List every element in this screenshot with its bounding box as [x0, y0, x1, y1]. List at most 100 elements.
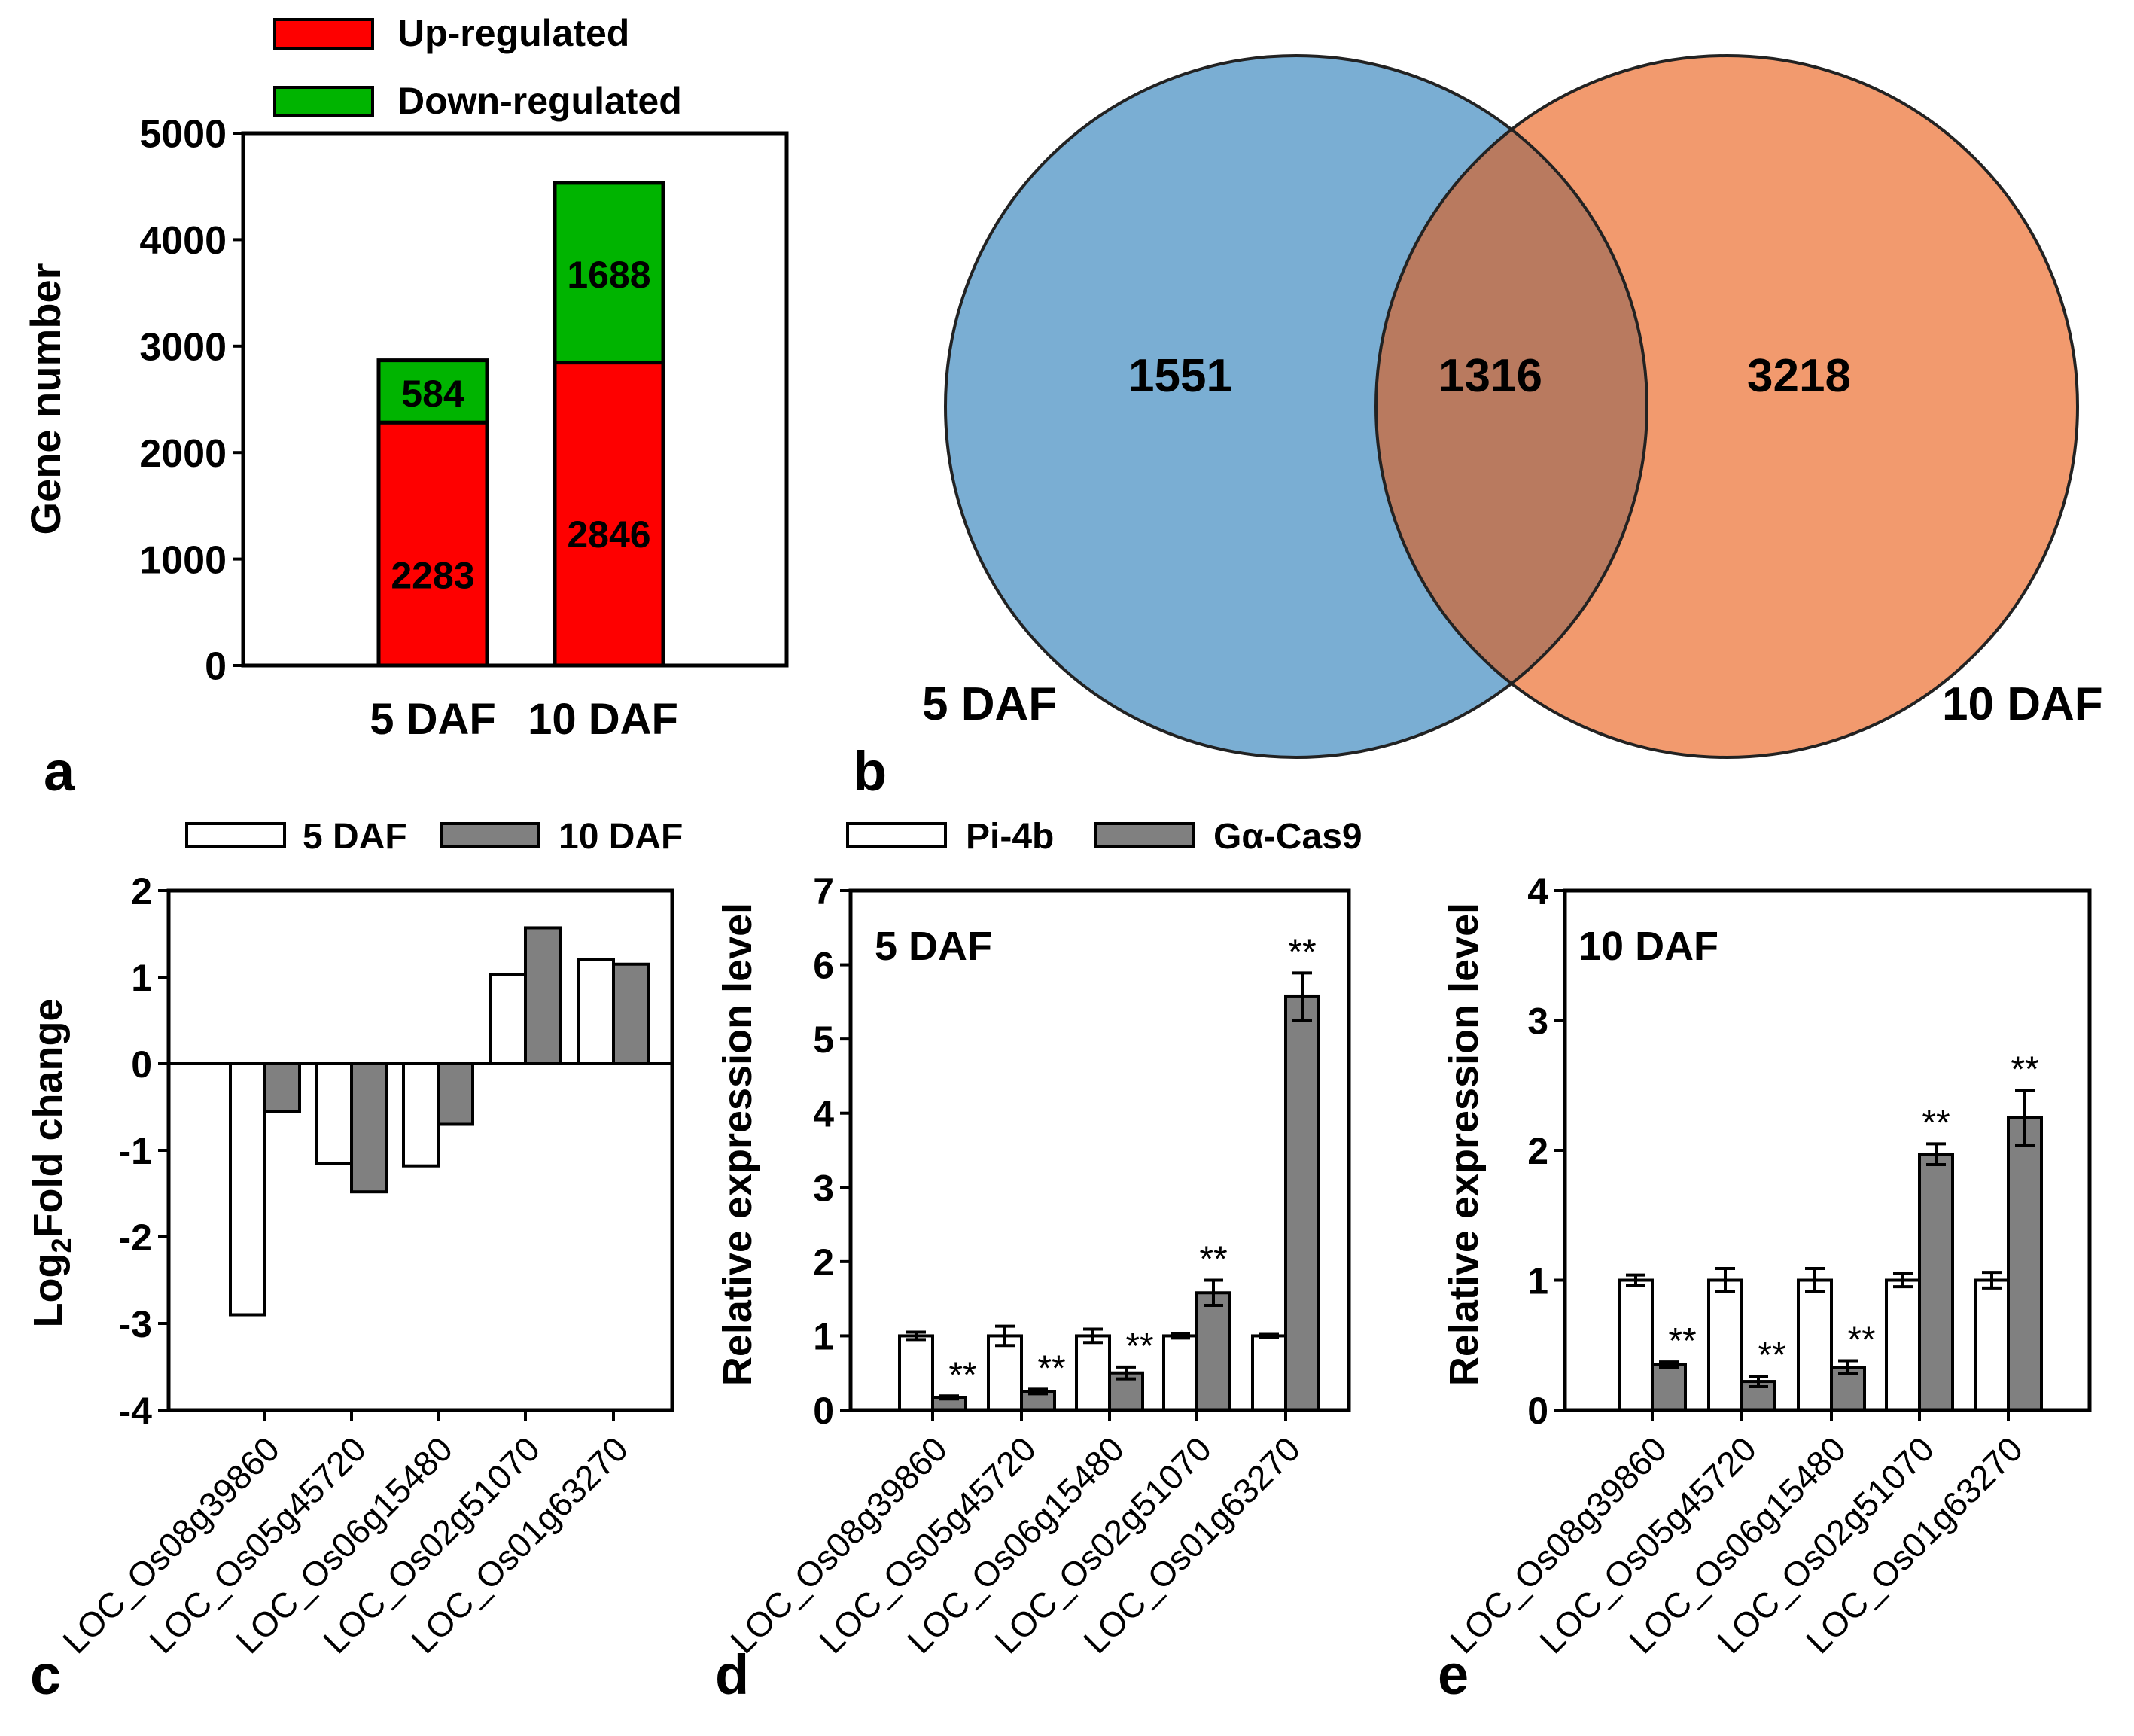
c-bar-s0-2: [402, 1062, 440, 1168]
panel-d-bars: ** ** ** ** **: [898, 932, 1320, 1412]
panel-a-axes: 5 DAF 10 DAF 0 1000 2000 3000 4000 5000: [139, 113, 789, 744]
venn-count-5daf-only: 1551: [1128, 350, 1232, 402]
panel-e-ytick-label: 3: [1527, 1000, 1548, 1043]
panel-c-bars: [229, 926, 650, 1317]
panel-d-ytick-label: 6: [813, 945, 834, 987]
panel-d-ytick-label: 2: [813, 1241, 834, 1284]
d-bar-s0-3: [1162, 1334, 1198, 1412]
panel-c-plot-frame: [166, 888, 674, 1412]
legend-label-5daf: 5 DAF: [303, 817, 407, 857]
significance-marker: **: [1668, 1321, 1696, 1361]
panel-c-ytick-label: 2: [131, 870, 152, 912]
panel-label-c: c: [30, 1643, 61, 1706]
e-bar-s0-4: [1974, 1278, 2010, 1412]
c-bar-s1-4: [612, 962, 650, 1065]
panel-label-b: b: [853, 740, 887, 803]
venn-overlap-region: [1376, 56, 1647, 757]
bar-up-0: [376, 420, 489, 668]
panel-a-ytick-label: 0: [205, 645, 227, 689]
xtick-label: 5 DAF: [370, 695, 496, 744]
panel-e-bars: ** ** ** ** **: [1618, 1050, 2043, 1412]
bar-data-label: 2283: [391, 554, 474, 596]
panel-d-ytick-label: 1: [813, 1315, 834, 1357]
significance-marker: **: [2011, 1050, 2038, 1090]
e-bar-s0-3: [1885, 1278, 1921, 1412]
panel-d-annotation: 5 DAF: [875, 924, 992, 969]
bar-up-1: [553, 361, 665, 668]
panel-a-ytick-label: 2000: [139, 432, 227, 476]
legend-label-pi4b: Pi-4b: [966, 817, 1054, 857]
panel-d-ylabel: Relative expression level: [715, 903, 760, 1386]
bar-data-label: 584: [401, 373, 464, 415]
bar-down-0: [376, 358, 489, 425]
c-bar-s0-4: [577, 958, 615, 1065]
significance-marker: **: [1199, 1240, 1227, 1280]
e-bar-s1-0: [1651, 1363, 1687, 1412]
legend-label-10daf: 10 DAF: [559, 817, 683, 857]
e-bar-s1-4: [2007, 1116, 2043, 1412]
panel-a-bars: 2283 584 2846 1688: [376, 181, 665, 668]
panel-e-plot-frame: [1563, 888, 2092, 1412]
venn-count-overlap: 1316: [1438, 350, 1542, 402]
panel-c-ytick-label: 0: [131, 1043, 152, 1086]
significance-marker: **: [1922, 1103, 1950, 1143]
significance-marker: **: [1125, 1326, 1153, 1366]
legend-swatch-10daf: [440, 822, 540, 848]
panel-e-ytick-label: 4: [1527, 870, 1548, 912]
panel-e-ytick-label: 2: [1527, 1130, 1548, 1172]
panel-d-axes: LOC_Os08g39860LOC_Os05g45720LOC_Os06g154…: [723, 870, 1351, 1661]
panel-e-annotation: 10 DAF: [1578, 924, 1718, 969]
legend-swatch-pi4b: [846, 822, 947, 848]
panel-c-ytick-label: -3: [119, 1303, 152, 1345]
panel-e-ytick-label: 0: [1527, 1390, 1548, 1432]
bar-data-label: 2846: [567, 513, 650, 556]
venn-label-5daf: 5 DAF: [922, 678, 1057, 730]
legend-label-up: Up-regulated: [397, 12, 629, 54]
panel-e-ylabel: Relative expression level: [1441, 903, 1487, 1386]
venn-label-10daf: 10 DAF: [1942, 678, 2103, 730]
legend-swatch-5daf: [185, 822, 286, 848]
panel-label-e: e: [1438, 1643, 1469, 1706]
panel-d-expression-chart: Pi-4b Gα-Cas9 ** ******** LOC_Os08g39860L…: [715, 817, 1362, 1706]
panel-c-ytick-label: -2: [119, 1217, 152, 1259]
legend-swatch-up: [273, 18, 374, 50]
panel-a-ylabel: Gene number: [22, 263, 69, 535]
panel-d-ytick-label: 3: [813, 1167, 834, 1209]
c-bar-s1-2: [437, 1062, 474, 1126]
panel-e-axes: LOC_Os08g39860LOC_Os05g45720LOC_Os06g154…: [1442, 870, 2092, 1661]
c-bar-s1-0: [263, 1062, 301, 1113]
e-bar-s0-0: [1618, 1278, 1654, 1412]
legend-swatch-down: [273, 86, 374, 117]
xtick-label: 10 DAF: [528, 695, 678, 744]
panel-c-ytick-label: -1: [119, 1130, 152, 1172]
legend-swatch-cas9: [1094, 822, 1195, 848]
panel-c-ytick-label: -4: [119, 1390, 153, 1432]
panel-b-venn-diagram: 1551 1316 3218 5 DAF 10 DAF b: [853, 54, 2103, 803]
panel-label-a: a: [44, 740, 75, 803]
c-bar-s0-3: [489, 973, 527, 1066]
panel-a-ytick-label: 3000: [139, 326, 227, 370]
panel-c-ylabel: Log2Fold change: [26, 998, 77, 1327]
e-bar-s0-1: [1707, 1278, 1743, 1412]
e-bar-s0-2: [1797, 1278, 1833, 1412]
panel-a-ytick-label: 1000: [139, 538, 227, 582]
panel-a-ytick-label: 4000: [139, 219, 227, 263]
panel-a-stacked-bar-chart: Up-regulated Down-regulated 2283 584 2846 1…: [22, 12, 789, 803]
d-bar-s0-2: [1075, 1334, 1111, 1412]
bar-down-1: [553, 181, 665, 365]
bar-data-label: 1688: [567, 254, 650, 296]
d-bar-s1-3: [1195, 1291, 1231, 1412]
c-bar-s1-3: [524, 926, 562, 1065]
significance-marker: **: [1037, 1348, 1065, 1388]
panel-c-log2fc-chart: 5 DAF 10 DAF LOC_Os08g39860LOC_Os05g4572…: [26, 817, 683, 1706]
e-bar-s1-3: [1918, 1153, 1954, 1412]
significance-marker: **: [1758, 1336, 1785, 1375]
significance-marker: **: [1288, 932, 1316, 972]
panel-a-plot-frame: [241, 131, 789, 668]
panel-d-ytick-label: 7: [813, 870, 834, 912]
c-bar-s0-0: [229, 1062, 266, 1317]
panel-d-plot-frame: [848, 888, 1351, 1412]
significance-marker: **: [948, 1355, 976, 1395]
d-bar-s0-0: [898, 1334, 934, 1412]
